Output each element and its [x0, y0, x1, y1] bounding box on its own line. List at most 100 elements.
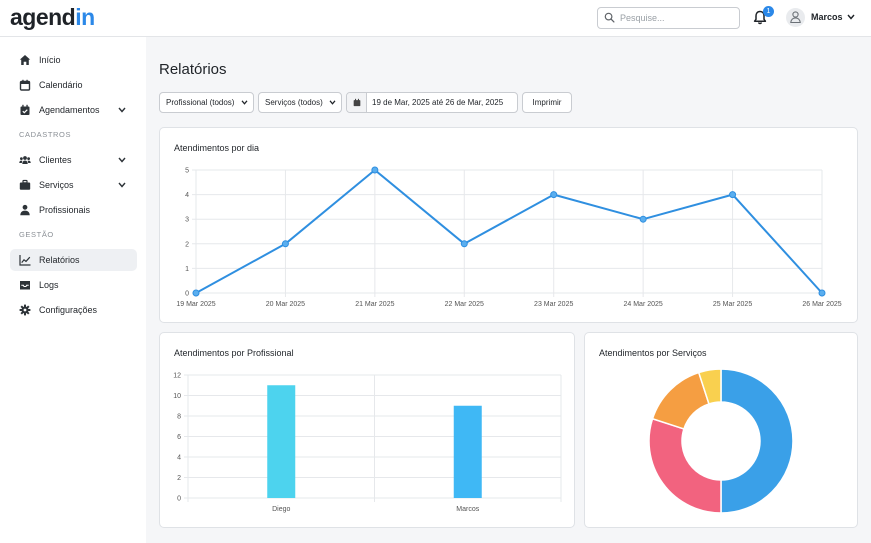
avatar [786, 8, 805, 27]
x-tick-label: Marcos [456, 506, 479, 513]
y-tick-label: 4 [185, 192, 189, 199]
sidebar-item-label: Serviços [39, 180, 74, 190]
professional-select[interactable]: Profissional (todos) [159, 92, 254, 113]
y-tick-label: 2 [177, 475, 181, 482]
line-chart: 0 1 2 3 4 5 19 Mar 2025 20 Mar 2025 21 Mar 2025 2… [176, 166, 842, 308]
y-tick-label: 4 [177, 455, 181, 462]
professional-appointments-card: Atendimentos por Profissional 0 2 4 6 8 10 12 D… [159, 332, 575, 528]
sidebar-item-clientes[interactable]: Clientes [10, 149, 137, 171]
notifications-button[interactable]: 1 [753, 6, 774, 26]
app-logo[interactable]: agendin [10, 4, 95, 30]
data-point [818, 289, 826, 297]
x-tick-label: 19 Mar 2025 [176, 301, 215, 308]
x-tick-label: Diego [272, 506, 290, 513]
donut-slice [651, 371, 710, 430]
home-icon [19, 55, 31, 65]
series-line [195, 169, 823, 294]
sidebar-item-logs[interactable]: Logs [10, 274, 137, 296]
gear-icon [19, 304, 31, 316]
y-tick-label: 8 [177, 414, 181, 421]
sidebar-item-agendamentos[interactable]: Agendamentos [10, 99, 137, 121]
sidebar-item-profissionais[interactable]: Profissionais [10, 199, 137, 221]
donut-slice [697, 368, 722, 405]
user-icon [790, 11, 801, 23]
y-tick-label: 10 [173, 393, 181, 400]
daily-appointments-card: Atendimentos por dia 0 1 2 3 4 5 19 Mar 2025 20… [159, 127, 858, 323]
data-point [639, 215, 647, 223]
section-title-cadastros: CADASTROS [19, 130, 72, 139]
chart-title: Atendimentos por Serviços [599, 348, 707, 358]
sidebar-item-label: Calendário [39, 80, 83, 90]
sidebar-item-servicos[interactable]: Serviços [10, 174, 137, 196]
y-tick-label: 5 [185, 168, 189, 175]
data-point [281, 240, 289, 248]
bar [267, 385, 296, 498]
data-point [550, 191, 558, 199]
y-tick-label: 3 [185, 217, 189, 224]
chevron-down-icon [329, 100, 336, 105]
sidebar-item-relatorios[interactable]: Relatórios [10, 249, 137, 271]
search-input[interactable] [620, 10, 734, 26]
page-title: Relatórios [159, 61, 227, 78]
chart-line-icon [19, 255, 31, 266]
briefcase-icon [19, 179, 31, 190]
bar-chart: 0 2 4 6 8 10 12 Diego Marcos [173, 373, 562, 513]
calendar-check-icon [20, 104, 30, 115]
user-name: Marcos [811, 12, 843, 22]
y-tick-label: 6 [177, 434, 181, 441]
notification-badge: 1 [763, 6, 774, 17]
users-icon [19, 156, 31, 164]
sidebar-item-label: Logs [39, 280, 59, 290]
donut-chart [648, 368, 794, 514]
sidebar-item-configuracoes[interactable]: Configurações [10, 299, 137, 321]
sidebar-item-label: Clientes [39, 155, 72, 165]
chevron-down-icon [118, 182, 126, 188]
data-point [192, 289, 200, 297]
date-range-value: 19 de Mar, 2025 até 26 de Mar, 2025 [372, 98, 504, 107]
search-icon [604, 12, 615, 23]
y-tick-label: 12 [173, 373, 181, 380]
services-select-value: Serviços (todos) [265, 98, 323, 107]
sidebar-item-inicio[interactable]: Início [10, 49, 137, 71]
date-range-picker[interactable]: 19 de Mar, 2025 até 26 de Mar, 2025 [346, 92, 518, 113]
sidebar-item-label: Agendamentos [39, 105, 100, 115]
chevron-down-icon [241, 100, 248, 105]
x-tick-label: 21 Mar 2025 [355, 301, 394, 308]
print-button[interactable]: Imprimir [522, 92, 572, 113]
x-tick-label: 25 Mar 2025 [713, 301, 752, 308]
services-select[interactable]: Serviços (todos) [258, 92, 342, 113]
chart-title: Atendimentos por dia [174, 143, 260, 153]
sidebar-item-label: Configurações [39, 305, 98, 315]
user-tie-icon [20, 204, 30, 216]
professional-select-value: Profissional (todos) [166, 98, 235, 107]
bell-icon [753, 10, 767, 25]
x-tick-label: 26 Mar 2025 [802, 301, 841, 308]
donut-slice [648, 417, 722, 514]
calendar-icon [353, 98, 361, 107]
section-title-gestao: GESTÃO [19, 230, 54, 239]
y-tick-label: 2 [185, 241, 189, 248]
chevron-down-icon [118, 157, 126, 163]
data-point [460, 240, 468, 248]
search-box[interactable] [597, 7, 740, 29]
chevron-down-icon [847, 14, 855, 20]
sidebar-item-label: Profissionais [39, 205, 91, 215]
date-range-calendar-button[interactable] [347, 93, 367, 112]
y-tick-label: 0 [185, 291, 189, 298]
data-point [729, 191, 737, 199]
calendar-icon [19, 79, 31, 91]
top-bar: agendin 1 Marcos [0, 0, 871, 37]
sidebar: Início Calendário Agendamentos CADASTROS… [0, 37, 146, 543]
x-tick-label: 24 Mar 2025 [623, 301, 662, 308]
chart-title: Atendimentos por Profissional [174, 348, 294, 358]
services-appointments-card: Atendimentos por Serviços [584, 332, 858, 528]
donut-slice [720, 368, 794, 514]
x-tick-label: 23 Mar 2025 [534, 301, 573, 308]
sidebar-item-label: Relatórios [39, 255, 80, 265]
bar [453, 405, 482, 498]
chevron-down-icon [118, 107, 126, 113]
sidebar-item-calendario[interactable]: Calendário [10, 74, 137, 96]
data-point [371, 166, 379, 174]
user-menu[interactable]: Marcos [786, 8, 858, 28]
sidebar-item-label: Início [39, 55, 61, 65]
